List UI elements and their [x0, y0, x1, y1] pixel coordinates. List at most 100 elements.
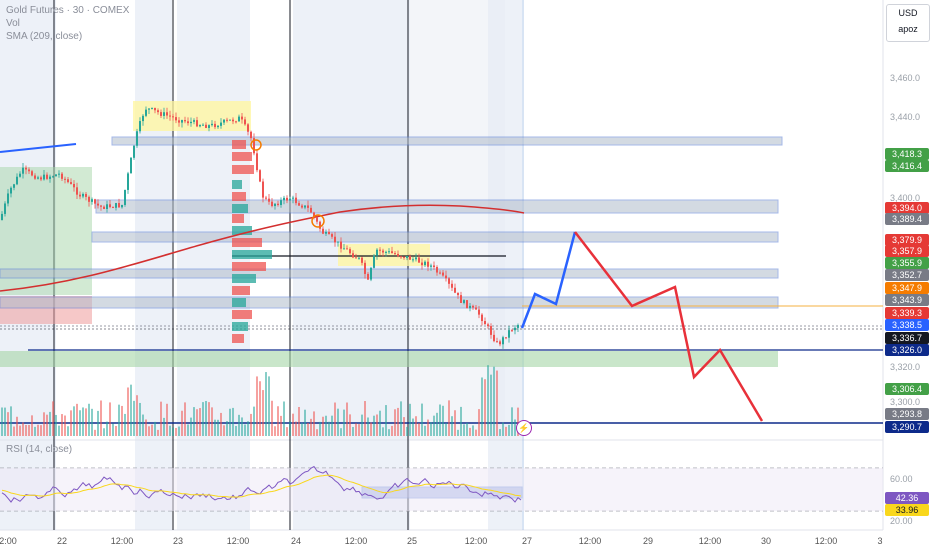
- marker-circle: [250, 139, 262, 151]
- price-badge: 3,357.9: [885, 245, 929, 257]
- volume-bar: [235, 425, 237, 436]
- lightning-icon[interactable]: ⚡: [516, 420, 532, 436]
- candle-body: [163, 112, 165, 116]
- rsi-band-fill: [0, 468, 883, 511]
- candle-body: [268, 198, 270, 202]
- candle-body: [325, 231, 327, 234]
- time-axis-label: 12:00: [698, 536, 722, 546]
- volume-bar: [193, 407, 195, 436]
- candle-body: [484, 321, 486, 325]
- rsi-legend[interactable]: RSI (14, close): [6, 444, 73, 455]
- volume-bar: [163, 417, 165, 436]
- candle-body: [391, 251, 393, 254]
- candle-body: [130, 157, 132, 174]
- volume-bar: [400, 401, 402, 436]
- candle-body: [295, 197, 297, 204]
- candle-body: [475, 307, 477, 310]
- candle-body: [22, 167, 24, 174]
- volume-bar: [334, 402, 336, 436]
- volume-bar: [511, 407, 513, 436]
- candle-body: [16, 176, 18, 185]
- support-resistance-zone: [0, 296, 779, 309]
- candle-body: [103, 206, 105, 210]
- volume-bar: [97, 410, 99, 436]
- volume-profile-bar: [232, 286, 250, 295]
- candle-body: [316, 217, 318, 222]
- time-axis-label: 27: [521, 536, 533, 546]
- candle-body: [331, 234, 333, 237]
- volume-bar: [19, 425, 21, 436]
- candle-body: [106, 204, 108, 210]
- volume-bar: [49, 411, 51, 436]
- candle-body: [508, 330, 510, 338]
- volume-legend[interactable]: Vol: [6, 18, 20, 29]
- volume-bar: [352, 426, 354, 436]
- symbol-legend[interactable]: Gold Futures · 30 · COMEX: [6, 5, 130, 16]
- volume-bar: [58, 425, 60, 436]
- volume-bar: [133, 400, 135, 436]
- candle-body: [52, 176, 54, 178]
- candle-body: [271, 201, 273, 207]
- volume-bar: [22, 422, 24, 436]
- candle-body: [343, 248, 345, 250]
- volume-bar: [277, 406, 279, 436]
- volume-bar: [412, 418, 414, 436]
- volume-bar: [109, 402, 111, 436]
- volume-bar: [496, 370, 498, 436]
- volume-bar: [466, 422, 468, 436]
- volume-bar: [103, 428, 105, 436]
- time-axis-label: 3: [877, 536, 883, 546]
- currency-selector[interactable]: USD apoz: [886, 4, 930, 42]
- candle-body: [412, 259, 414, 261]
- candle-body: [376, 249, 378, 256]
- volume-bar: [280, 415, 282, 436]
- volume-bar: [70, 410, 72, 436]
- candle-body: [67, 179, 69, 183]
- candle-body: [4, 203, 6, 214]
- session-shade: [135, 0, 172, 530]
- volume-bar: [457, 429, 459, 436]
- volume-bar: [268, 376, 270, 436]
- time-axis-label: 12:00: [814, 536, 838, 546]
- candle-body: [34, 175, 36, 179]
- candle-body: [88, 196, 90, 202]
- candle-body: [91, 199, 93, 202]
- volume-bar: [271, 400, 273, 436]
- volume-bar: [445, 423, 447, 436]
- candle-body: [406, 256, 408, 258]
- candle-body: [115, 203, 117, 208]
- candle-body: [472, 305, 474, 308]
- candle-body: [166, 112, 168, 116]
- volume-bar: [247, 421, 249, 436]
- candle-body: [457, 292, 459, 296]
- volume-bar: [331, 415, 333, 436]
- volume-bar: [439, 404, 441, 436]
- volume-bar: [136, 395, 138, 436]
- volume-bar: [202, 402, 204, 436]
- volume-bar: [100, 400, 102, 436]
- price-axis-label: 3,300.0: [890, 397, 921, 407]
- volume-bar: [481, 377, 483, 436]
- candle-body: [499, 341, 501, 345]
- volume-bar: [37, 424, 39, 436]
- candle-body: [157, 110, 159, 113]
- candle-body: [487, 324, 489, 327]
- candle-body: [502, 337, 504, 345]
- volume-bar: [463, 424, 465, 436]
- volume-bar: [415, 416, 417, 436]
- time-axis-label: 23: [172, 536, 184, 546]
- sma-legend[interactable]: SMA (209, close): [6, 31, 83, 42]
- volume-bar: [505, 426, 507, 436]
- candle-body: [232, 119, 234, 122]
- volume-bar: [388, 429, 390, 436]
- volume-bar: [502, 422, 504, 436]
- volume-bar: [214, 419, 216, 436]
- candle-body: [55, 174, 57, 177]
- volume-bar: [364, 401, 366, 436]
- volume-bar: [118, 404, 120, 436]
- volume-bar: [289, 421, 291, 436]
- price-badge: 3,326.0: [885, 344, 929, 356]
- volume-bar: [73, 406, 75, 436]
- candle-body: [430, 265, 432, 267]
